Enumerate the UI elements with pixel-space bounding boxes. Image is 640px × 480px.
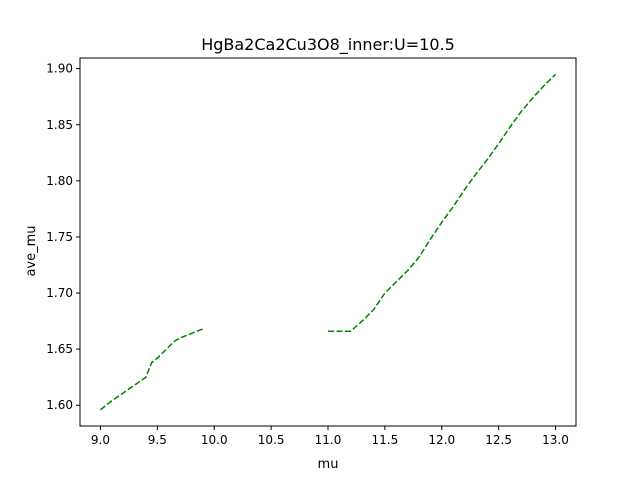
y-tick-label: 1.75	[46, 230, 73, 244]
x-tick-label: 13.0	[542, 433, 569, 447]
x-axis-ticks: 9.0 9.5 10.0 10.5 11.0 11.5 12.0 12.5 13.0	[91, 426, 569, 447]
x-tick-label: 10.5	[258, 433, 285, 447]
y-tick-label: 1.60	[46, 398, 73, 412]
x-tick-label: 11.0	[315, 433, 342, 447]
x-tick-label: 10.0	[201, 433, 228, 447]
chart-title: HgBa2Ca2Cu3O8_inner:U=10.5	[201, 35, 455, 55]
x-tick-label: 9.5	[148, 433, 167, 447]
x-axis-label: mu	[318, 457, 339, 472]
y-tick-label: 1.85	[46, 118, 73, 132]
y-axis-label: ave_mu	[24, 225, 39, 276]
x-tick-label: 12.0	[428, 433, 455, 447]
y-tick-label: 1.80	[46, 174, 73, 188]
y-tick-label: 1.90	[46, 62, 73, 76]
series-line-segment-2	[328, 73, 557, 332]
x-tick-label: 9.0	[91, 433, 110, 447]
plot-frame	[79, 57, 577, 427]
x-tick-label: 11.5	[372, 433, 399, 447]
y-tick-label: 1.70	[46, 286, 73, 300]
y-axis-ticks: 1.60 1.65 1.70 1.75 1.80 1.85 1.90	[46, 62, 80, 412]
series-line-segment-1	[100, 328, 204, 411]
y-tick-label: 1.65	[46, 342, 73, 356]
x-tick-label: 12.5	[485, 433, 512, 447]
plot-area	[100, 73, 557, 411]
